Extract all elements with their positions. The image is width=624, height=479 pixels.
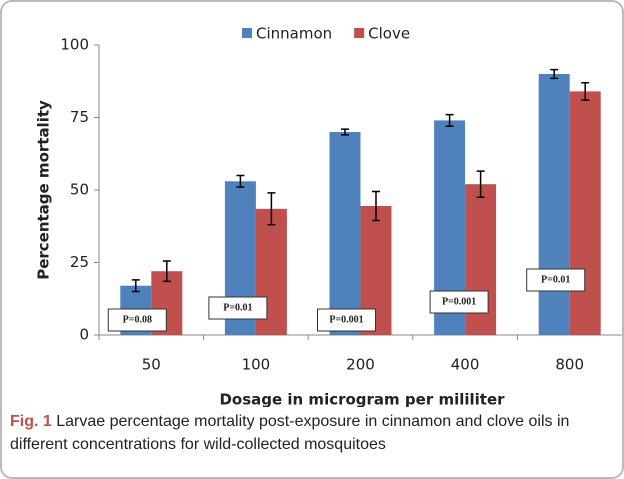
x-tick-label: 50 — [142, 356, 161, 374]
y-tick-label: 100 — [60, 36, 89, 54]
x-axis-label: Dosage in microgram per mililiter — [219, 391, 505, 408]
error-bar — [162, 260, 171, 283]
bar — [538, 74, 570, 335]
caption: Fig. 1 Larvae percentage mortality post-… — [10, 410, 616, 456]
annotation-box — [526, 268, 586, 292]
annotation: P=0.01 — [223, 302, 252, 313]
error-bar — [372, 190, 380, 222]
annotation: P=0.08 — [123, 314, 152, 325]
legend-label: Clove — [368, 25, 410, 43]
caption-label: Fig. 1 — [10, 413, 52, 430]
error-bar — [131, 279, 140, 293]
y-tick-label: 50 — [70, 181, 89, 199]
error-bar — [341, 128, 349, 136]
annotation: P=0.001 — [442, 296, 476, 307]
error-bar — [445, 113, 454, 127]
error-bar — [236, 174, 245, 188]
legend-label: Cinnamon — [256, 25, 332, 43]
legend-swatch — [354, 28, 365, 38]
bar — [569, 91, 601, 336]
annotation-box — [208, 296, 268, 320]
error-bar — [550, 68, 559, 80]
x-tick-label: 200 — [346, 356, 375, 374]
chart: Dosage in microgram per mililiter Percen… — [35, 25, 622, 408]
caption-text: Larvae percentage mortality post-exposur… — [10, 413, 570, 453]
bar — [329, 132, 361, 335]
error-bar — [581, 81, 590, 101]
annotation-box — [429, 290, 489, 314]
y-tick-label: 75 — [70, 108, 89, 126]
y-axis-label: Percentage mortality — [35, 100, 53, 280]
error-bar — [476, 170, 485, 198]
annotation-box — [107, 308, 167, 332]
annotation: P=0.001 — [329, 314, 363, 325]
legend-swatch — [242, 28, 252, 38]
x-tick-label: 100 — [242, 356, 271, 374]
error-bar — [267, 192, 276, 226]
y-tick-label: 0 — [79, 326, 89, 344]
annotation-box — [317, 308, 376, 332]
y-tick-label: 25 — [70, 253, 89, 271]
x-tick-label: 400 — [451, 356, 480, 374]
x-tick-label: 800 — [555, 356, 584, 374]
annotation: P=0.01 — [541, 274, 570, 285]
